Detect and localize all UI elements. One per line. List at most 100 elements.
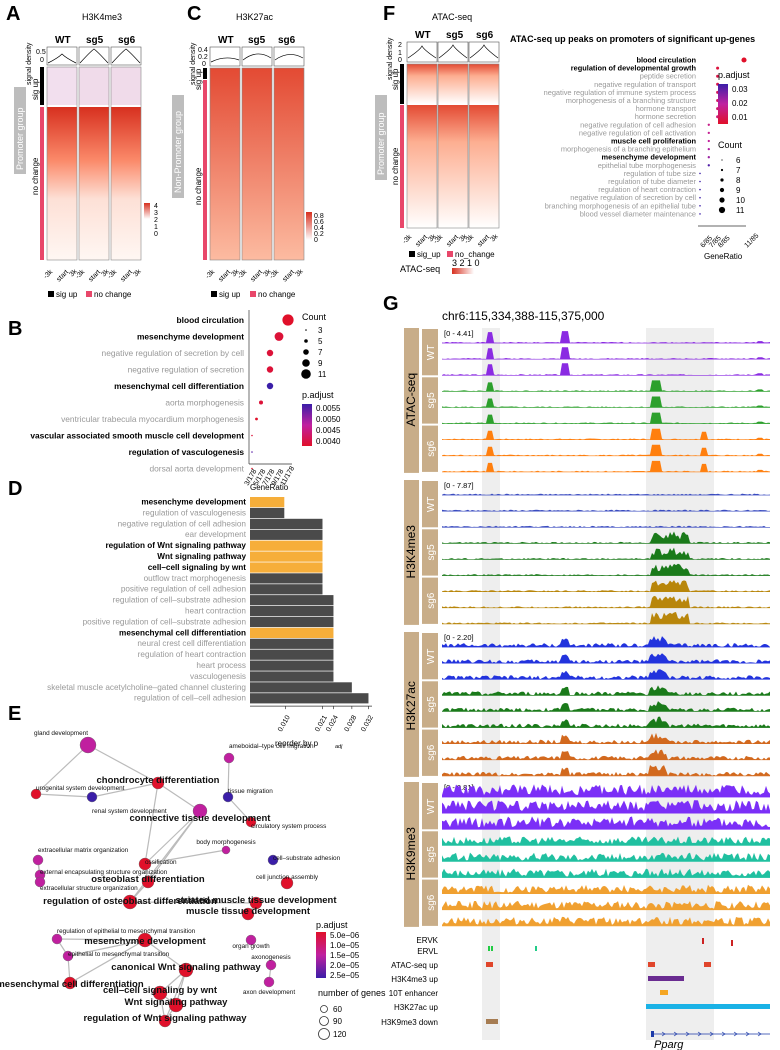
feature-mark bbox=[535, 946, 537, 951]
node-label: chondrocyte differentiation bbox=[97, 775, 220, 786]
signal-track bbox=[442, 580, 770, 592]
term-label: negative regulation of secretion by cell bbox=[570, 193, 696, 202]
sample-label-box bbox=[422, 425, 438, 472]
signal-track bbox=[442, 916, 770, 926]
dot bbox=[699, 180, 701, 183]
panel-letter: A bbox=[6, 3, 20, 25]
legend-tick: 11 bbox=[736, 206, 745, 215]
tick-label: 0.4 bbox=[198, 47, 208, 54]
legend-title: p.adjust bbox=[302, 390, 334, 400]
dot bbox=[251, 434, 253, 437]
colorbar-tick: 0.2 bbox=[314, 231, 324, 238]
term-label: negative regulation of immune system pro… bbox=[544, 88, 697, 97]
bar-label: Wnt signaling pathway bbox=[157, 552, 246, 561]
term-label: negative regulation of cell adhesion bbox=[580, 120, 696, 129]
tick-label: 0.2 bbox=[198, 54, 208, 61]
legend-title: p.adjust bbox=[316, 920, 348, 930]
y-axis-label: signal density bbox=[26, 42, 33, 85]
sample-label: sg6 bbox=[476, 30, 494, 41]
term-label: mesenchyme development bbox=[602, 153, 697, 162]
term-label: dorsal aorta development bbox=[149, 464, 244, 474]
colorbar-title: ATAC-seq bbox=[400, 264, 440, 274]
legend-label: no_change bbox=[455, 250, 495, 259]
dot bbox=[707, 123, 710, 126]
feature-mark bbox=[648, 962, 655, 967]
x-axis-label: GeneRatio bbox=[704, 252, 743, 261]
node-label: regulation of epithelial to mesenchymal … bbox=[57, 928, 196, 935]
dot bbox=[699, 188, 701, 191]
x-tick: start bbox=[445, 234, 460, 249]
signal-track bbox=[442, 732, 770, 744]
legend-tick: 2.5e−05 bbox=[330, 971, 360, 980]
legend-dot bbox=[721, 159, 723, 161]
node-label: Wnt signaling pathway bbox=[125, 997, 229, 1008]
legend-tick: 0.0055 bbox=[316, 404, 341, 413]
feature-label: ERVL bbox=[417, 947, 438, 956]
group-label: Non-Promoter group bbox=[173, 111, 183, 193]
dot bbox=[699, 205, 701, 207]
signal-track bbox=[442, 531, 770, 544]
dot bbox=[255, 417, 258, 421]
sample-label-box bbox=[422, 633, 438, 680]
network-edge bbox=[87, 744, 159, 784]
network-edge bbox=[35, 744, 89, 795]
x-tick: -3k bbox=[401, 233, 413, 245]
term-label: regulation of heart contraction bbox=[598, 185, 696, 194]
sample-label: sg6 bbox=[426, 440, 437, 457]
x-tick: -3k bbox=[74, 268, 86, 280]
group-label-box bbox=[404, 328, 419, 473]
bar-label: mesenchymal cell differentiation bbox=[119, 628, 246, 637]
colorbar-tick: 4 bbox=[154, 203, 158, 210]
legend-tick: 7 bbox=[736, 166, 741, 175]
feature-mark bbox=[648, 976, 684, 981]
network-e: gland development chondrocyte differentia… bbox=[0, 730, 341, 1028]
sample-label: WT bbox=[415, 30, 431, 41]
term-label: morphogenesis of a branching epithelium bbox=[561, 145, 696, 154]
legend-dot bbox=[305, 329, 307, 331]
feature-mark bbox=[646, 1004, 770, 1009]
bar-label: outflow tract morphogenesis bbox=[144, 574, 246, 583]
sample-label-box bbox=[422, 681, 438, 728]
x-tick: 3k bbox=[427, 233, 438, 244]
term-label: branching morphogenesis of an epithelial… bbox=[545, 201, 696, 210]
network-node bbox=[34, 876, 46, 888]
sample-label-box bbox=[422, 577, 438, 624]
dot bbox=[699, 196, 701, 199]
gene-label: Pparg bbox=[654, 1039, 684, 1050]
network-node bbox=[222, 791, 234, 803]
sample-label: sg6 bbox=[278, 35, 296, 46]
signal-track bbox=[442, 525, 770, 528]
feature-label: 10T enhancer bbox=[389, 989, 439, 998]
feature-mark bbox=[660, 990, 668, 995]
dot bbox=[699, 172, 701, 175]
bar bbox=[250, 540, 323, 551]
tick-label: 0 bbox=[40, 57, 44, 64]
colorbar-tick: 0.6 bbox=[314, 219, 324, 226]
dot bbox=[707, 156, 710, 159]
signal-track bbox=[442, 765, 770, 776]
term-label: hormone secretion bbox=[635, 112, 696, 121]
colorbar-ticks: 3 2 1 0 bbox=[452, 258, 480, 268]
network-node bbox=[245, 934, 257, 946]
network-node bbox=[192, 803, 208, 819]
signal-track bbox=[442, 701, 770, 712]
node-label: axon development bbox=[243, 989, 295, 996]
panel-letter: D bbox=[8, 478, 22, 500]
node-label: connective tissue development bbox=[130, 813, 272, 824]
signal-track bbox=[442, 836, 770, 846]
node-label: tissue migration bbox=[228, 788, 273, 795]
feature-label: ATAC-seq up bbox=[391, 961, 438, 970]
term-label: blood vessel diameter maintenance bbox=[580, 209, 696, 218]
legend-dot bbox=[719, 197, 725, 203]
sample-label-box bbox=[422, 481, 438, 528]
term-label: muscle cell proliferation bbox=[611, 137, 697, 146]
term-label: negative regulation of transport bbox=[594, 80, 696, 89]
signal-track bbox=[442, 595, 770, 608]
dot bbox=[251, 451, 253, 453]
legend-tick: 9 bbox=[318, 359, 323, 368]
legend-dot bbox=[720, 178, 724, 182]
network-node bbox=[223, 752, 235, 764]
bar bbox=[250, 682, 352, 693]
legend-dot bbox=[720, 168, 724, 172]
network-edge bbox=[157, 782, 201, 812]
